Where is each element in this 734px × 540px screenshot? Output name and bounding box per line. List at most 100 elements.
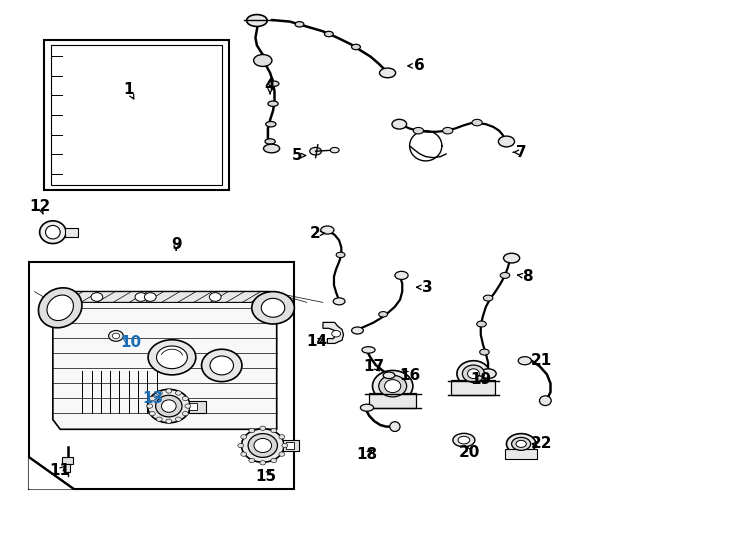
- Bar: [451, 380, 495, 395]
- Bar: [51, 45, 222, 185]
- Ellipse shape: [379, 375, 407, 397]
- Circle shape: [166, 389, 172, 393]
- Circle shape: [156, 391, 162, 395]
- Bar: [283, 440, 299, 451]
- Ellipse shape: [390, 422, 400, 431]
- Circle shape: [145, 293, 156, 301]
- Ellipse shape: [392, 119, 407, 129]
- Ellipse shape: [468, 369, 479, 379]
- Ellipse shape: [472, 119, 482, 126]
- Ellipse shape: [241, 429, 284, 462]
- Ellipse shape: [352, 44, 360, 50]
- Ellipse shape: [268, 101, 278, 106]
- Ellipse shape: [247, 15, 267, 26]
- Ellipse shape: [265, 139, 275, 144]
- Circle shape: [149, 396, 155, 401]
- Ellipse shape: [252, 292, 294, 324]
- Text: 4: 4: [265, 78, 275, 93]
- Bar: [286, 442, 294, 449]
- Text: 18: 18: [357, 447, 377, 462]
- Polygon shape: [53, 292, 277, 429]
- Circle shape: [282, 443, 288, 448]
- Circle shape: [249, 458, 255, 463]
- Circle shape: [91, 293, 103, 301]
- Circle shape: [271, 458, 277, 463]
- Text: 22: 22: [531, 436, 553, 451]
- Circle shape: [185, 404, 191, 408]
- Text: 10: 10: [120, 335, 141, 350]
- Ellipse shape: [453, 433, 475, 447]
- Ellipse shape: [476, 321, 486, 327]
- Text: 1: 1: [123, 82, 134, 97]
- Ellipse shape: [480, 369, 496, 379]
- Ellipse shape: [458, 436, 470, 444]
- Ellipse shape: [264, 144, 280, 153]
- Ellipse shape: [372, 370, 413, 402]
- Text: 9: 9: [171, 237, 181, 252]
- Circle shape: [241, 435, 247, 439]
- Text: 3: 3: [422, 280, 432, 295]
- Circle shape: [175, 391, 181, 395]
- Bar: [505, 449, 537, 459]
- Bar: [189, 401, 206, 413]
- Ellipse shape: [379, 312, 388, 317]
- Circle shape: [183, 396, 189, 401]
- Ellipse shape: [333, 298, 345, 305]
- Ellipse shape: [360, 404, 374, 411]
- Ellipse shape: [210, 356, 233, 375]
- Circle shape: [238, 443, 244, 448]
- Circle shape: [156, 417, 162, 421]
- Ellipse shape: [324, 31, 333, 37]
- Ellipse shape: [248, 434, 277, 457]
- Ellipse shape: [462, 365, 484, 382]
- Text: 2: 2: [310, 226, 321, 241]
- Circle shape: [279, 452, 285, 456]
- Circle shape: [271, 428, 277, 433]
- Text: 16: 16: [399, 368, 420, 383]
- Ellipse shape: [504, 253, 520, 263]
- Ellipse shape: [254, 55, 272, 66]
- Text: 19: 19: [470, 372, 491, 387]
- Bar: [44, 40, 229, 190]
- Circle shape: [332, 330, 341, 337]
- Polygon shape: [323, 322, 344, 343]
- Ellipse shape: [518, 356, 531, 365]
- Ellipse shape: [156, 395, 182, 417]
- Bar: [62, 457, 73, 464]
- Ellipse shape: [336, 252, 345, 258]
- Ellipse shape: [295, 22, 304, 27]
- Circle shape: [175, 417, 181, 421]
- Bar: [65, 228, 78, 237]
- Ellipse shape: [254, 438, 272, 453]
- Circle shape: [112, 333, 120, 339]
- Ellipse shape: [148, 389, 190, 423]
- Circle shape: [260, 426, 266, 430]
- Ellipse shape: [202, 349, 242, 382]
- Ellipse shape: [156, 346, 187, 369]
- Text: 12: 12: [30, 199, 51, 214]
- Ellipse shape: [498, 136, 515, 147]
- Circle shape: [209, 293, 221, 301]
- Ellipse shape: [310, 147, 321, 155]
- Text: 8: 8: [522, 269, 532, 284]
- Ellipse shape: [38, 288, 82, 328]
- Ellipse shape: [457, 361, 490, 387]
- Ellipse shape: [40, 221, 66, 244]
- Ellipse shape: [500, 272, 509, 279]
- Ellipse shape: [413, 127, 424, 134]
- Circle shape: [183, 411, 189, 416]
- Text: 6: 6: [415, 58, 425, 73]
- Ellipse shape: [321, 226, 334, 234]
- Text: 17: 17: [364, 359, 385, 374]
- Ellipse shape: [385, 380, 401, 393]
- Circle shape: [241, 452, 247, 456]
- Circle shape: [166, 419, 172, 423]
- Ellipse shape: [516, 441, 526, 447]
- Ellipse shape: [539, 396, 551, 406]
- Text: 21: 21: [531, 353, 552, 368]
- Text: 14: 14: [307, 334, 327, 349]
- Text: 5: 5: [292, 148, 302, 163]
- Bar: [29, 262, 294, 489]
- Ellipse shape: [480, 349, 489, 355]
- Circle shape: [260, 461, 266, 465]
